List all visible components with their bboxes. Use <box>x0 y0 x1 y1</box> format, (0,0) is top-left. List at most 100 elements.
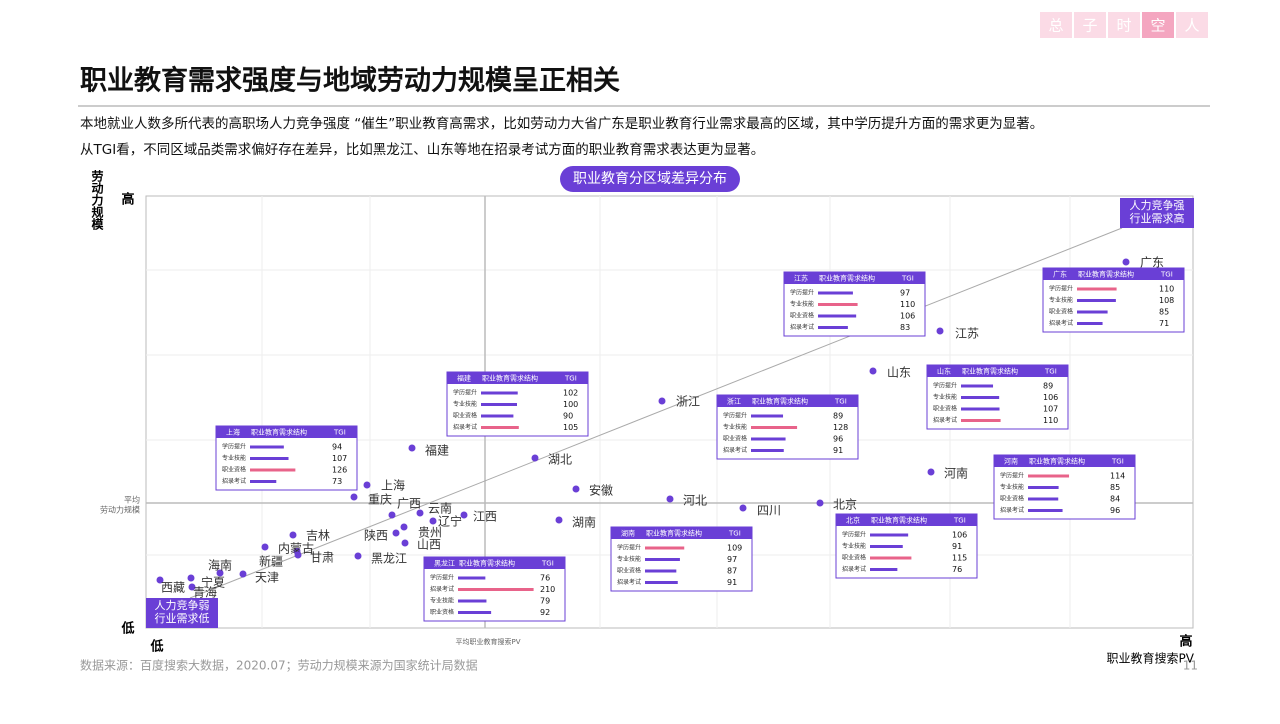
inset-tgi: TGI <box>541 560 554 568</box>
inset-row-label: 专业技能 <box>1000 483 1024 491</box>
inset-row-value: 106 <box>1043 393 1058 402</box>
inset-title: 职业教育需求结构 <box>1029 457 1085 466</box>
point <box>354 552 362 560</box>
inset-row-value: 91 <box>833 446 843 455</box>
inset-title: 职业教育需求结构 <box>819 274 875 283</box>
inset-row-label: 学历提升 <box>1000 472 1024 480</box>
point <box>408 444 416 452</box>
point-label: 内蒙古 <box>278 541 314 556</box>
inset-row-value: 89 <box>833 412 843 421</box>
point <box>363 481 371 489</box>
inset-bar <box>1028 509 1063 512</box>
inset-bar <box>870 545 903 548</box>
inset-row-label: 招录考试 <box>790 323 814 331</box>
point-label: 云南 <box>428 501 452 516</box>
point <box>216 569 224 577</box>
point <box>294 551 302 559</box>
inset-title: 职业教育需求结构 <box>1078 270 1134 279</box>
inset-row-label: 招录考试 <box>933 416 957 424</box>
brand-char: 时 <box>1116 17 1131 35</box>
inset-row-value: 210 <box>540 585 555 594</box>
inset-row-value: 97 <box>900 289 910 298</box>
inset-region: 黑龙江 <box>434 559 455 568</box>
inset-header <box>424 557 565 569</box>
point-label: 福建 <box>425 443 449 458</box>
inset-row-label: 职业资格 <box>1049 308 1073 316</box>
point <box>392 529 400 537</box>
point-label: 贵州 <box>418 526 442 540</box>
inset-row-label: 招录考试 <box>1000 506 1024 514</box>
inset-row-label: 专业技能 <box>617 555 641 563</box>
page-number: 11 <box>1183 659 1198 673</box>
point-label: 广东 <box>1140 256 1164 270</box>
inset-row-value: 110 <box>1159 285 1174 294</box>
inset-row-value: 96 <box>1110 506 1120 515</box>
corner-text: 行业需求高 <box>1130 211 1185 225</box>
point-label: 宁夏 <box>201 575 225 590</box>
x-mean-label: 平均职业教育搜索PV <box>455 637 520 646</box>
inset-row-value: 71 <box>1159 319 1169 328</box>
brand-char: 空 <box>1150 17 1165 35</box>
x-axis-label: 职业教育搜索PV <box>1107 651 1195 666</box>
inset-row-value: 106 <box>952 531 967 540</box>
point <box>658 397 666 405</box>
inset-row-label: 学历提升 <box>430 574 454 582</box>
inset-row-value: 106 <box>900 312 915 321</box>
y-low: 低 <box>120 621 134 637</box>
inset-header <box>717 395 858 407</box>
inset-title: 职业教育需求结构 <box>871 516 927 525</box>
inset-region: 浙江 <box>727 397 741 406</box>
inset-tgi: TGI <box>728 530 741 538</box>
inset-header <box>447 372 588 384</box>
chart-title: 职业教育分区域差异分布 <box>573 171 727 187</box>
inset-row-label: 招录考试 <box>723 446 747 454</box>
description: 从TGI看，不同区域品类需求偏好存在差异，比如黑龙江、山东等地在招录考试方面的职… <box>80 141 764 158</box>
inset-row-value: 90 <box>563 412 573 421</box>
inset-row-value: 76 <box>540 574 550 583</box>
point <box>156 576 164 584</box>
inset-row-label: 专业技能 <box>723 423 747 431</box>
inset-row-label: 专业技能 <box>453 400 477 408</box>
inset-row-value: 108 <box>1159 296 1174 305</box>
inset-row-label: 专业技能 <box>430 597 454 605</box>
inset-tgi: TGI <box>834 398 847 406</box>
inset-row-label: 学历提升 <box>1049 285 1073 293</box>
point-label: 黑龙江 <box>371 552 407 566</box>
brand-box <box>1074 12 1106 38</box>
y-high: 高 <box>121 192 134 208</box>
inset-header <box>611 527 752 539</box>
inset-row-value: 91 <box>952 542 962 551</box>
corner-text: 人力竞争弱 <box>155 598 210 612</box>
inset-row-value: 84 <box>1110 495 1120 504</box>
point-label: 山东 <box>887 366 911 380</box>
inset-row-value: 85 <box>1110 483 1120 492</box>
point-label: 四川 <box>757 504 781 518</box>
point <box>927 468 935 476</box>
point <box>555 516 563 524</box>
inset-row-label: 学历提升 <box>723 412 747 420</box>
inset-bar <box>481 414 514 418</box>
point-label: 海南 <box>208 558 232 573</box>
inset-bar <box>961 419 1001 422</box>
inset-row-value: 114 <box>1110 472 1125 481</box>
inset-row-value: 110 <box>900 300 915 309</box>
point-label: 江苏 <box>955 327 979 341</box>
point-label: 湖南 <box>572 515 596 530</box>
point-label: 上海 <box>381 478 405 493</box>
point-label: 河北 <box>683 494 707 508</box>
inset-row-label: 专业技能 <box>790 300 814 308</box>
inset-row-label: 专业技能 <box>222 454 246 462</box>
corner-box <box>1120 198 1194 228</box>
inset-bar <box>458 611 492 614</box>
brand-char: 子 <box>1082 17 1097 35</box>
inset-row-label: 职业资格 <box>453 412 477 420</box>
inset-bar <box>458 588 534 591</box>
point-label: 西藏 <box>161 581 185 595</box>
inset-row-value: 94 <box>332 443 342 452</box>
inset-row-label: 职业资格 <box>1000 495 1024 503</box>
inset-row-label: 职业资格 <box>933 405 957 413</box>
inset-bar <box>250 480 277 483</box>
point <box>816 499 824 507</box>
inset-row-label: 招录考试 <box>430 585 454 593</box>
